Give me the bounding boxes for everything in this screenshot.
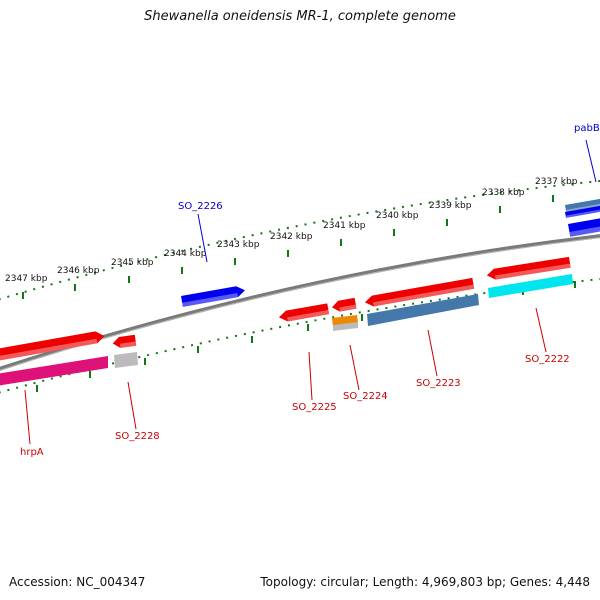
gene-label-so2224: SO_2224: [343, 391, 388, 402]
kbp-tick-label: 2339 kbp: [429, 201, 472, 211]
kbp-tick-label: 2338 kbp: [482, 188, 525, 198]
kbp-tick-label: 2337 kbp: [535, 177, 578, 187]
genome-title: Shewanella oneidensis MR-1, complete gen…: [144, 9, 456, 24]
accession-text: Accession: NC_004347: [9, 575, 146, 589]
gene-label-hrpa: hrpA: [20, 447, 44, 458]
kbp-tick-label: 2346 kbp: [57, 266, 100, 276]
gene-hrpA-red[interactable]: [0, 330, 105, 362]
kbp-tick-label: 2341 kbp: [323, 221, 366, 231]
kbp-tick-label: 2342 kbp: [270, 232, 313, 242]
gene-leader-line: [427, 329, 438, 377]
kbp-tick-label: 2343 kbp: [217, 240, 260, 250]
genome-backbone: [0, 234, 600, 371]
gene-label-so2222: SO_2222: [525, 354, 570, 365]
gene-leader-line: [24, 389, 31, 445]
gene-so2224-gray[interactable]: [333, 322, 358, 331]
upper-scale-line: [0, 179, 600, 301]
gene-so2224-red[interactable]: [331, 297, 357, 313]
gene-label-so2226: SO_2226: [178, 201, 223, 212]
gene-top-right-blue[interactable]: [568, 215, 600, 237]
gene-leader-line: [127, 381, 137, 430]
gene-so2228-bar[interactable]: [114, 352, 138, 368]
gene-leader-line: [535, 307, 547, 353]
gene-so2226[interactable]: [181, 285, 246, 307]
gene-leader-line: [308, 351, 313, 401]
gene-label-so2225: SO_2225: [292, 402, 337, 413]
gene-label-so2223: SO_2223: [416, 378, 461, 389]
gene-leader-line: [197, 213, 208, 263]
gene-pabB-blue[interactable]: [565, 203, 600, 218]
gene-so2222-bar[interactable]: [488, 274, 573, 298]
gene-hrpA-bar[interactable]: [0, 356, 108, 387]
gene-leader-line: [585, 139, 597, 183]
topology-text: Topology: circular; Length: 4,969,803 bp…: [260, 575, 590, 589]
kbp-tick-label: 2347 kbp: [5, 274, 48, 284]
gene-so2225-red[interactable]: [278, 303, 330, 323]
gene-label-so2228: SO_2228: [115, 431, 160, 442]
gene-leader-line: [349, 344, 360, 391]
kbp-tick-label: 2344 kbp: [164, 249, 207, 259]
gene-so2228-red[interactable]: [112, 334, 137, 349]
kbp-tick-label: 2345 kbp: [111, 258, 154, 268]
gene-so2222-red[interactable]: [486, 256, 571, 281]
kbp-tick-label: 2340 kbp: [376, 211, 419, 221]
gene-so2223-red[interactable]: [364, 277, 475, 308]
gene-so2223-bar[interactable]: [367, 294, 479, 326]
gene-label-pabb: pabB: [574, 123, 600, 134]
